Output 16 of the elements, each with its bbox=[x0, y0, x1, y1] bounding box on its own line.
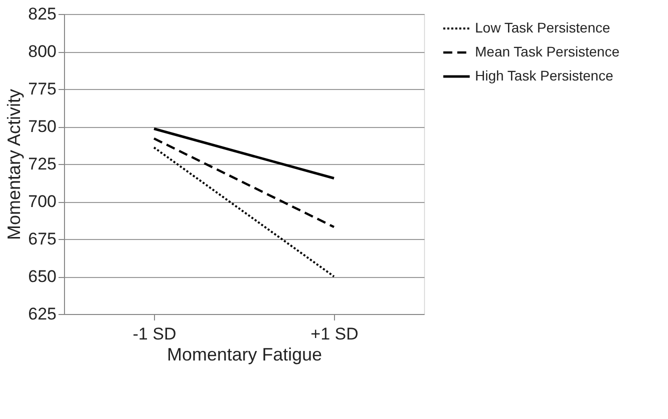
x-axis-title: Momentary Fatigue bbox=[166, 344, 322, 364]
y-tick-label: 725 bbox=[28, 154, 56, 174]
y-tick-label: 750 bbox=[28, 117, 56, 136]
y-tick-label: 700 bbox=[28, 192, 56, 211]
legend-label: Low Task Persistence bbox=[475, 20, 610, 36]
legend-label: High Task Persistence bbox=[475, 68, 614, 84]
y-tick-label: 650 bbox=[28, 267, 56, 286]
y-tick-label: 625 bbox=[28, 304, 56, 324]
x-tick-label: -1 SD bbox=[132, 324, 176, 344]
y-axis-title: Momentary Activity bbox=[4, 88, 24, 240]
y-tick-label: 775 bbox=[28, 80, 56, 98]
legend-label: Mean Task Persistence bbox=[475, 44, 620, 60]
x-tick-label: +1 SD bbox=[310, 324, 358, 344]
y-tick-label: 825 bbox=[28, 4, 56, 24]
y-tick-label: 675 bbox=[28, 230, 56, 248]
y-tick-label: 800 bbox=[28, 42, 56, 61]
